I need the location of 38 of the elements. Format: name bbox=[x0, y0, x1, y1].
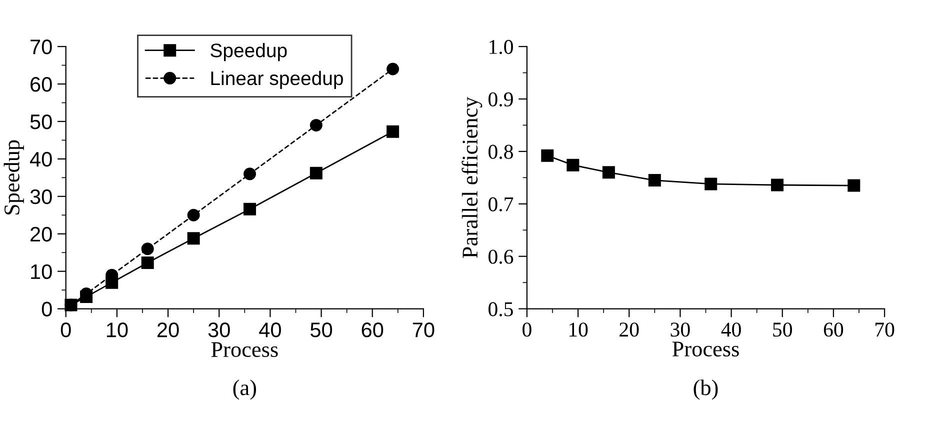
y-tick-label: 0.8 bbox=[488, 144, 513, 159]
legend-label: Speedup bbox=[210, 43, 287, 62]
y-tick-label: 70 bbox=[30, 40, 52, 54]
x-tick-label: 40 bbox=[721, 322, 741, 337]
x-tick-label: 20 bbox=[620, 322, 639, 337]
x-tick-label: 20 bbox=[158, 322, 179, 338]
x-axis-title: Process bbox=[672, 342, 739, 357]
x-tick-label: 30 bbox=[670, 322, 690, 337]
y-tick-label: 40 bbox=[30, 152, 52, 167]
x-tick-label: 70 bbox=[412, 322, 434, 338]
x-tick-label: 0 bbox=[522, 322, 532, 337]
x-tick-label: 30 bbox=[208, 322, 230, 338]
y-axis-title: Speedup bbox=[4, 140, 24, 214]
y-tick-label: 10 bbox=[31, 264, 52, 280]
x-tick-label: 50 bbox=[310, 322, 332, 338]
x-tick-label: 40 bbox=[259, 322, 281, 338]
y-tick-label: 0.9 bbox=[488, 92, 513, 107]
y-tick-label: 60 bbox=[30, 76, 52, 92]
x-tick-label: 60 bbox=[362, 322, 384, 338]
x-tick-label: 0 bbox=[60, 322, 71, 338]
y-tick-label: 0.5 bbox=[488, 302, 513, 316]
y-tick-label: 0.7 bbox=[488, 197, 514, 212]
y-axis-title: Parallel efficiency bbox=[462, 96, 482, 258]
x-axis-title: Process bbox=[211, 342, 278, 358]
x-tick-label: 50 bbox=[773, 322, 792, 337]
y-tick-label: 50 bbox=[30, 114, 52, 130]
text: (a) bbox=[233, 380, 256, 400]
y-tick-label: 20 bbox=[30, 226, 52, 242]
text: (b) bbox=[694, 380, 718, 400]
x-tick-label: 60 bbox=[824, 322, 844, 337]
x-tick-label: 10 bbox=[569, 322, 588, 337]
y-tick-label: 1.0 bbox=[490, 40, 513, 54]
y-tick-label: 30 bbox=[30, 189, 52, 204]
legend-label: Linear speedup bbox=[211, 70, 343, 90]
x-tick-label: 10 bbox=[106, 322, 128, 338]
x-tick-label: 70 bbox=[875, 322, 894, 337]
y-tick-label: 0 bbox=[42, 302, 52, 317]
y-tick-label: 0.6 bbox=[488, 250, 514, 264]
